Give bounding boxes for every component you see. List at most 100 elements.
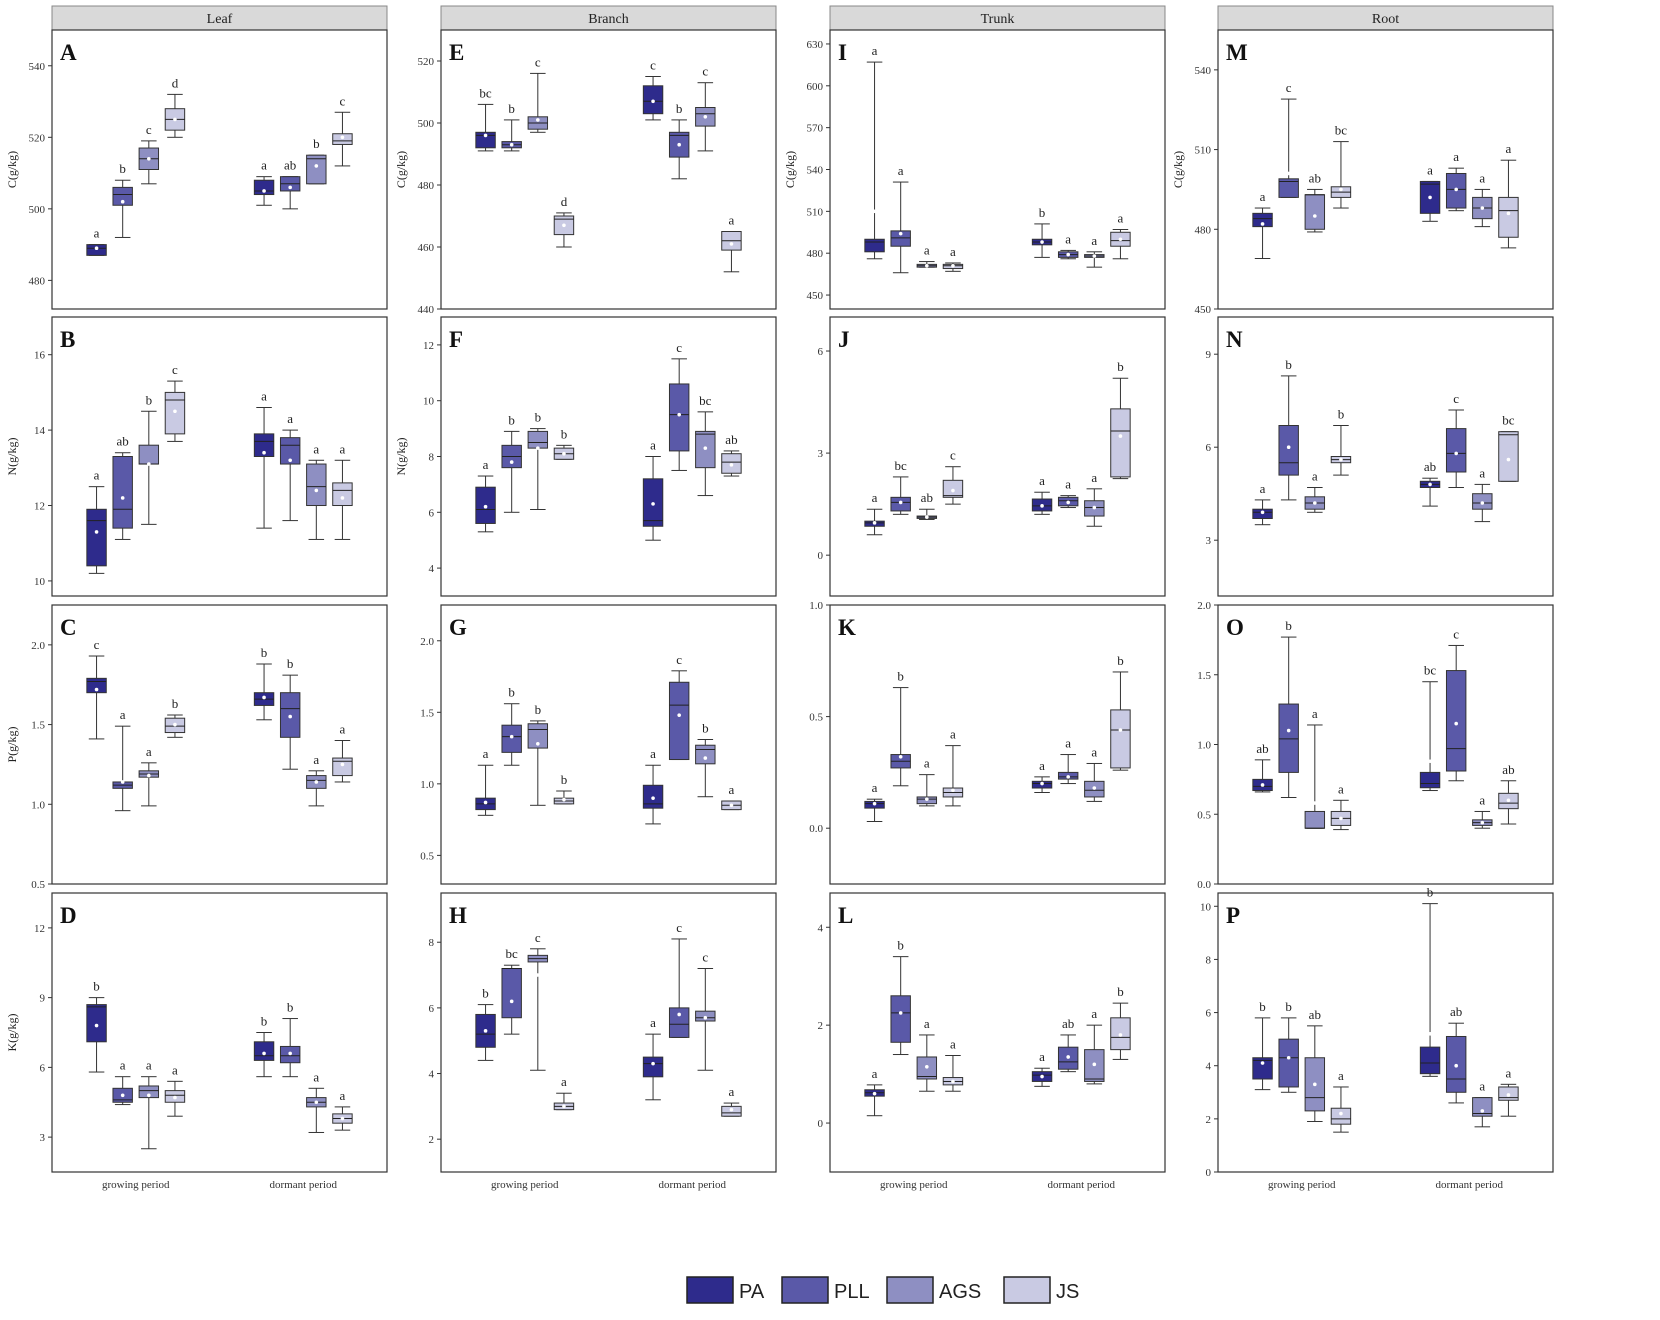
iqr-box — [1110, 709, 1131, 769]
significance-label: b — [1259, 999, 1266, 1014]
y-tick-label: 3 — [818, 448, 824, 460]
significance-label: b — [119, 161, 126, 176]
panel-frame — [51, 892, 388, 1173]
significance-label: b — [172, 696, 179, 711]
mean-dot — [925, 1064, 929, 1069]
significance-label: b — [508, 101, 515, 116]
mean-dot — [872, 1091, 877, 1096]
y-tick-label: 520 — [418, 56, 435, 68]
significance-label: ab — [1502, 762, 1514, 777]
panel-letter: H — [449, 903, 467, 928]
iqr-box — [864, 238, 885, 253]
mean-dot — [1260, 1061, 1265, 1065]
y-tick-label: 1.0 — [420, 779, 434, 791]
legend-swatch — [886, 1276, 934, 1304]
y-tick-label: 450 — [1195, 304, 1212, 316]
column-header-label: Leaf — [207, 12, 233, 27]
box-pll: b — [1278, 999, 1299, 1093]
box-pll: c — [1278, 80, 1299, 198]
significance-label: a — [1039, 758, 1045, 773]
significance-label: b — [1338, 407, 1345, 422]
significance-label: a — [1065, 231, 1071, 246]
significance-label: b — [897, 938, 904, 953]
mean-dot — [536, 446, 540, 450]
box-pll: b — [1278, 618, 1299, 799]
significance-label: c — [702, 949, 708, 964]
y-tick-label: 16 — [34, 350, 46, 362]
y-tick-label: 460 — [418, 242, 435, 254]
significance-label: a — [1506, 141, 1512, 156]
iqr-box — [668, 681, 690, 761]
significance-label: a — [924, 756, 930, 771]
significance-label: c — [676, 920, 682, 935]
iqr-box — [1304, 810, 1326, 829]
mean-dot — [1092, 1062, 1097, 1067]
mean-dot — [1454, 1063, 1458, 1068]
y-tick-label: 520 — [29, 132, 46, 144]
mean-dot — [1506, 211, 1511, 216]
mean-dot — [898, 500, 903, 505]
y-tick-label: 6 — [40, 1062, 46, 1074]
mean-dot — [262, 1051, 266, 1056]
y-axis-label: P(g/kg) — [5, 726, 19, 762]
significance-label: a — [146, 744, 152, 759]
panel-letter: M — [1226, 40, 1248, 65]
mean-dot — [1313, 1082, 1317, 1087]
panel-frame — [1217, 604, 1554, 885]
box-ags: a — [306, 441, 327, 540]
panel-K: 0.0 0.5 1.0 Ka b a a a a a b — [809, 600, 1166, 885]
panel-frame — [829, 892, 1166, 1173]
box-ags: ab — [1304, 1007, 1326, 1123]
significance-label: b — [313, 136, 320, 151]
y-axis-label: C(g/kg) — [394, 151, 408, 188]
y-tick-label: 500 — [29, 204, 46, 216]
y-tick-label: 2.0 — [1197, 600, 1211, 612]
box-ags: a — [1472, 1079, 1493, 1128]
column-header-trunk: Trunk — [829, 5, 1166, 31]
column-headers: Leaf Branch Trunk Root — [51, 5, 1554, 31]
y-tick-label: 480 — [1195, 224, 1212, 236]
iqr-box — [501, 967, 522, 1019]
box-ags: a — [138, 744, 160, 807]
box-pll: ab — [279, 158, 301, 210]
box-ags: b — [695, 720, 716, 798]
box-js: b — [1110, 653, 1131, 771]
mean-dot — [677, 1012, 681, 1017]
significance-label: a — [1091, 1006, 1097, 1021]
mean-dot — [1480, 1109, 1485, 1113]
iqr-box — [668, 1007, 690, 1038]
iqr-box — [1278, 178, 1299, 198]
box-pll: ab — [112, 434, 133, 540]
box-js: a — [332, 1088, 353, 1131]
mean-dot — [1040, 1074, 1044, 1079]
box-js: c — [942, 448, 964, 505]
significance-label: b — [1117, 653, 1124, 668]
y-tick-label: 2.0 — [420, 636, 434, 648]
y-tick-label: 8 — [1206, 954, 1212, 966]
mean-dot — [509, 734, 514, 739]
mean-dot — [1313, 801, 1317, 805]
mean-dot — [872, 521, 877, 525]
legend-item-js: JS — [1003, 1276, 1079, 1304]
significance-label: a — [261, 158, 267, 173]
y-tick-label: 0.5 — [420, 850, 434, 862]
mean-dot — [173, 722, 177, 727]
box-pll: b — [668, 101, 690, 180]
significance-label: c — [950, 448, 956, 463]
panel-frame — [1217, 892, 1554, 1173]
box-pll: b — [501, 685, 522, 766]
box-ags: c — [527, 54, 549, 133]
box-pa: a — [475, 746, 496, 816]
mean-dot — [1428, 195, 1432, 200]
box-js: b — [164, 696, 186, 738]
iqr-box — [1330, 1107, 1352, 1125]
mean-dot — [536, 118, 540, 122]
mean-dot — [651, 99, 655, 104]
box-js: a — [1110, 210, 1131, 260]
box-pll: b — [279, 656, 301, 770]
significance-label: b — [146, 392, 153, 407]
panel-B: 10 12 14 16 N(g/kg) Ba ab b c a a a a — [5, 316, 388, 597]
mean-dot — [898, 754, 903, 759]
